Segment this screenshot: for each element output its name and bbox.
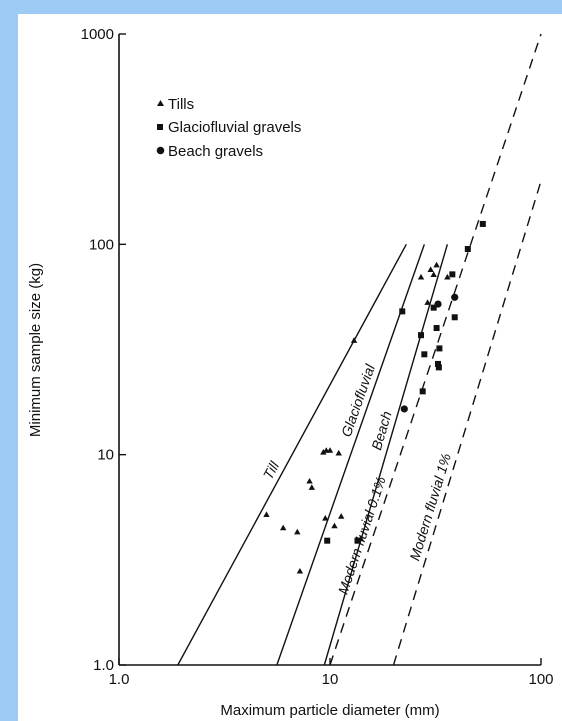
line-label: Beach (368, 409, 395, 452)
x-tick-label: 10 (322, 671, 339, 688)
glaciofluvial-point (354, 537, 361, 544)
glaciofluvial-point (433, 325, 440, 332)
glaciofluvial-point (435, 360, 442, 367)
till-point (417, 273, 425, 280)
glaciofluvial-point (430, 304, 437, 311)
fit-line (323, 244, 449, 666)
glaciofluvial-point (449, 271, 456, 278)
glaciofluvial-point (419, 388, 426, 395)
glaciofluvial-point (324, 537, 331, 544)
fit-lines (177, 33, 542, 666)
till-point (263, 511, 270, 518)
y-tick-label: 1000 (81, 26, 114, 43)
fit-line (177, 243, 407, 666)
axis-ticks: 1.0 10 100 1.0 10 100 1000 (81, 26, 554, 688)
x-axis-title: Maximum particle diameter (mm) (220, 702, 439, 719)
till-point (279, 524, 287, 531)
legend-circle-icon (156, 146, 165, 155)
till-point (296, 567, 304, 574)
till-point (335, 449, 342, 456)
till-point (350, 337, 358, 343)
till-point (308, 484, 316, 490)
glaciofluvial-point (436, 345, 443, 352)
beach-point (434, 300, 442, 308)
glaciofluvial-point (464, 246, 471, 253)
legend-label-glaciofluvial: Glaciofluvial gravels (168, 119, 301, 136)
glaciofluvial-point (451, 314, 458, 321)
glaciofluvial-point (399, 308, 406, 315)
line-label: Till (260, 458, 283, 482)
chart-frame: 1.0 10 100 1.0 10 100 1000 Till Glaciofluvial Be… (18, 14, 562, 721)
y-tick-label: 10 (97, 447, 114, 464)
glaciofluvial-point (435, 364, 442, 371)
legend-label-beach: Beach gravels (168, 143, 263, 160)
legend-label-tills: Tills (168, 96, 194, 113)
till-point (326, 447, 334, 453)
legend-item-glaciofluvial: Glaciofluvial gravels (157, 119, 301, 136)
x-tick-label: 100 (528, 671, 553, 688)
till-point (424, 299, 431, 305)
legend-square-icon (157, 124, 163, 130)
till-point (427, 266, 434, 273)
line-label: Glaciofluvial (338, 361, 378, 438)
y-tick-label: 100 (89, 236, 114, 253)
glaciofluvial-point (421, 351, 428, 358)
till-point (306, 477, 313, 484)
fit-line (329, 33, 542, 666)
till-point (320, 448, 327, 455)
till-point (337, 513, 345, 519)
till-point (444, 273, 451, 280)
beach-point (400, 405, 408, 413)
y-axis-title: Minimum sample size (kg) (27, 263, 44, 437)
glaciofluvial-point (479, 220, 486, 227)
till-point (430, 271, 437, 277)
legend: Tills Glaciofluvial gravels Beach gravel… (156, 96, 301, 160)
till-point (331, 522, 338, 529)
fit-line (276, 244, 426, 666)
beach-point (451, 293, 459, 301)
line-label: Modern fluvial 0.1% (335, 474, 389, 596)
x-tick-label: 1.0 (109, 671, 130, 688)
legend-item-beach: Beach gravels (156, 143, 263, 160)
till-point (433, 261, 440, 268)
legend-item-tills: Tills (157, 96, 194, 113)
glaciofluvial-point (418, 332, 425, 339)
data-points (263, 220, 486, 574)
till-point (294, 528, 301, 535)
legend-triangle-icon (157, 100, 164, 106)
y-tick-label: 1.0 (93, 657, 114, 674)
till-point (322, 514, 329, 521)
